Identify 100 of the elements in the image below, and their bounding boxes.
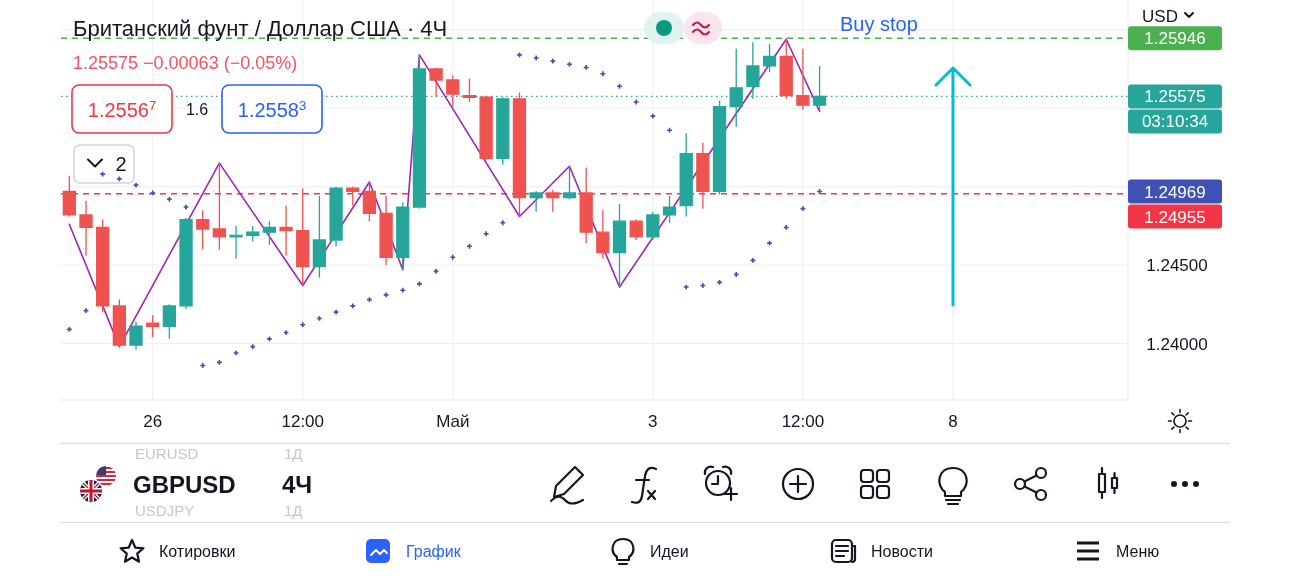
candlestick	[796, 47, 810, 111]
candlestick	[662, 195, 677, 224]
point	[116, 176, 122, 182]
point	[200, 363, 206, 368]
point	[500, 220, 506, 226]
text: 1.24955	[1144, 207, 1206, 227]
candlestick	[246, 225, 260, 243]
x-tick-label: 12:00	[781, 412, 825, 431]
point	[383, 292, 389, 298]
candlestick	[129, 320, 143, 351]
annotation: 1.6	[185, 101, 209, 118]
text: Меню	[1116, 543, 1160, 560]
candlestick	[162, 303, 177, 340]
candlestick	[762, 43, 777, 73]
point	[450, 254, 456, 260]
point	[250, 344, 256, 350]
candlestick	[429, 66, 443, 98]
candlestick	[529, 190, 543, 213]
candlestick	[512, 91, 527, 218]
point	[400, 287, 406, 293]
text: 1.24969	[1144, 182, 1206, 202]
point	[166, 196, 172, 202]
point	[150, 190, 156, 196]
point	[300, 322, 306, 328]
x-tick-label: 26	[143, 412, 163, 431]
text: 1Д	[284, 502, 303, 519]
y-tick-label: 1.24000	[1146, 334, 1208, 354]
x-tick-label: 3	[648, 412, 658, 431]
point	[700, 283, 706, 288]
candlestick	[279, 204, 293, 257]
text: 4Ч	[282, 471, 313, 498]
point	[733, 272, 739, 277]
point	[683, 284, 689, 290]
x-tick-label: Май	[436, 412, 470, 431]
annotation: 2	[115, 153, 127, 175]
candlestick	[479, 95, 493, 161]
text: 1Д	[284, 445, 303, 462]
text: Идеи	[650, 543, 689, 560]
point	[283, 330, 289, 335]
text: 03:10:34	[1141, 112, 1209, 131]
point	[183, 204, 189, 210]
x-tick-label: 12:00	[281, 412, 325, 431]
candlestick	[446, 74, 460, 108]
candlestick	[362, 181, 377, 222]
point	[667, 127, 672, 133]
point	[483, 231, 489, 237]
text: EURUSD	[135, 445, 199, 462]
candlestick	[396, 201, 410, 271]
candlestick	[96, 218, 110, 313]
annotation: 1.2556$^{7}$	[87, 97, 157, 121]
candlestick	[262, 220, 277, 246]
point	[767, 240, 772, 246]
candlestick	[629, 218, 643, 241]
candlestick	[712, 99, 727, 196]
point	[783, 225, 789, 230]
text: Новости	[871, 543, 933, 560]
candlestick	[312, 195, 327, 279]
candlestick	[229, 225, 243, 260]
candlestick	[612, 203, 627, 288]
candlestick	[562, 165, 577, 200]
text: Котировки	[159, 543, 236, 560]
annotation: 1.25575 −0.00063 (−0.05%)	[73, 53, 298, 73]
point	[133, 182, 139, 188]
candlestick	[79, 200, 93, 257]
x-tick-label: 8	[948, 412, 958, 431]
point	[600, 71, 606, 77]
candlestick	[779, 38, 793, 100]
point	[800, 206, 806, 212]
point	[633, 99, 639, 105]
point	[750, 257, 756, 263]
text: GBPUSD	[133, 471, 236, 498]
point	[266, 336, 272, 342]
point	[583, 65, 589, 70]
candlestick	[646, 211, 660, 241]
candlestick	[62, 175, 76, 218]
ref-line-label: Buy stop	[840, 13, 918, 36]
text: USDJPY	[135, 502, 195, 519]
candlestick	[546, 189, 560, 213]
annotation: 1.2558$^{3}$	[237, 97, 307, 121]
candlestick	[346, 186, 360, 207]
candlestick	[212, 162, 227, 251]
point	[350, 303, 356, 309]
point	[83, 308, 89, 314]
candlestick	[146, 314, 160, 338]
y-tick-label: 1.24500	[1146, 256, 1208, 276]
text: График	[406, 543, 462, 560]
candlestick	[679, 132, 693, 218]
candlestick	[696, 142, 710, 210]
point	[333, 309, 339, 315]
candlestick	[729, 47, 743, 128]
text: 1.25575	[1144, 87, 1206, 107]
candlestick	[329, 186, 343, 247]
candlestick	[179, 217, 193, 310]
point	[617, 83, 622, 89]
point	[433, 268, 439, 274]
text: Британский фунт / Доллар США · 4Ч	[73, 16, 448, 41]
candlestick	[379, 195, 393, 266]
candlestick	[196, 209, 210, 251]
candlestick	[579, 167, 593, 244]
text: 1.25946	[1144, 29, 1206, 49]
